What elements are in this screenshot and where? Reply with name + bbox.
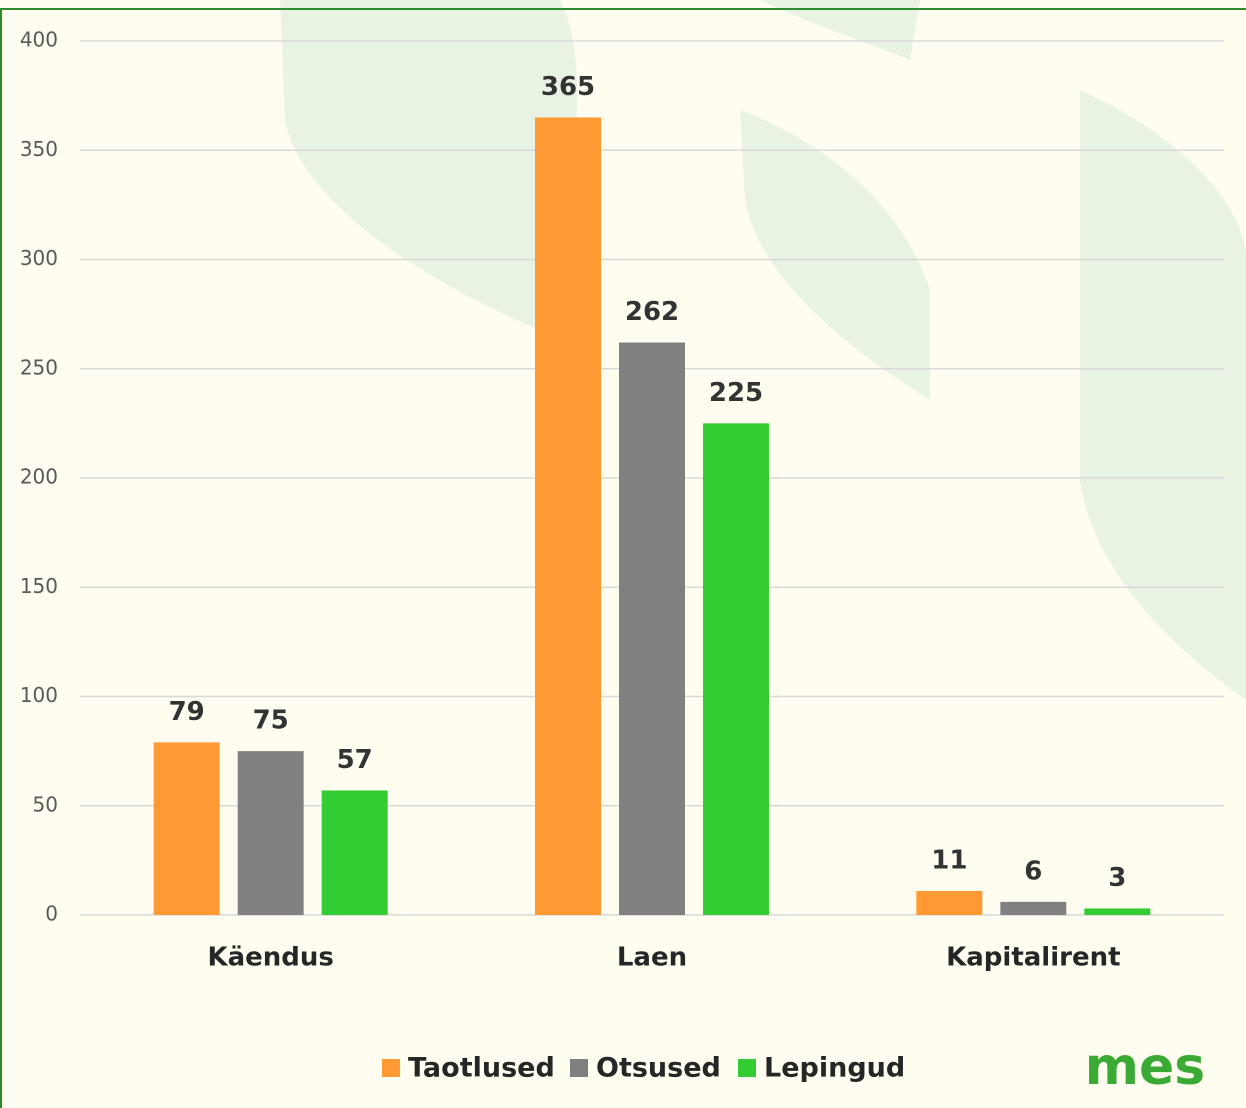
y-tick-label: 400 (20, 28, 58, 52)
bar (154, 742, 220, 915)
bar (535, 117, 601, 915)
data-label: 6 (1024, 856, 1042, 886)
legend-swatch (570, 1059, 588, 1077)
data-label: 11 (931, 845, 967, 875)
legend-label: Otsused (596, 1053, 721, 1084)
x-tick-label: Kapitalirent (946, 943, 1120, 973)
y-tick-label: 300 (20, 246, 58, 270)
data-label: 365 (541, 72, 595, 102)
y-tick-label: 350 (20, 137, 58, 161)
y-tick-label: 50 (33, 792, 58, 816)
chart: mes 0 50 100 150 200 250 300 350 400 Käendus 79 75 5… (0, 0, 1246, 1108)
y-tick-label: 100 (20, 683, 58, 707)
legend-label: Lepingud (764, 1053, 905, 1084)
bar (703, 423, 769, 915)
data-label: 262 (625, 297, 679, 327)
y-tick-label: 200 (20, 465, 58, 489)
data-label: 225 (709, 378, 763, 408)
legend-swatch (738, 1059, 756, 1077)
page: mes 0 50 100 150 200 250 300 350 400 Käendus 79 75 5… (0, 0, 1246, 1108)
bar (1000, 902, 1066, 915)
legend-label: Taotlused (408, 1053, 555, 1084)
x-tick-label: Käendus (207, 943, 333, 973)
x-tick-label: Laen (617, 943, 687, 973)
logo: mes (1085, 1037, 1205, 1097)
data-label: 3 (1108, 863, 1126, 893)
bar (322, 790, 388, 915)
data-label: 57 (337, 745, 373, 775)
y-tick-label: 250 (20, 355, 58, 379)
bar (238, 751, 304, 915)
legend-swatch (382, 1059, 400, 1077)
data-label: 79 (169, 697, 205, 727)
data-label: 75 (253, 706, 289, 736)
bar (619, 343, 685, 915)
y-tick-label: 0 (45, 902, 58, 926)
bar (916, 891, 982, 915)
bar (1084, 908, 1150, 915)
y-tick-label: 150 (20, 574, 58, 598)
